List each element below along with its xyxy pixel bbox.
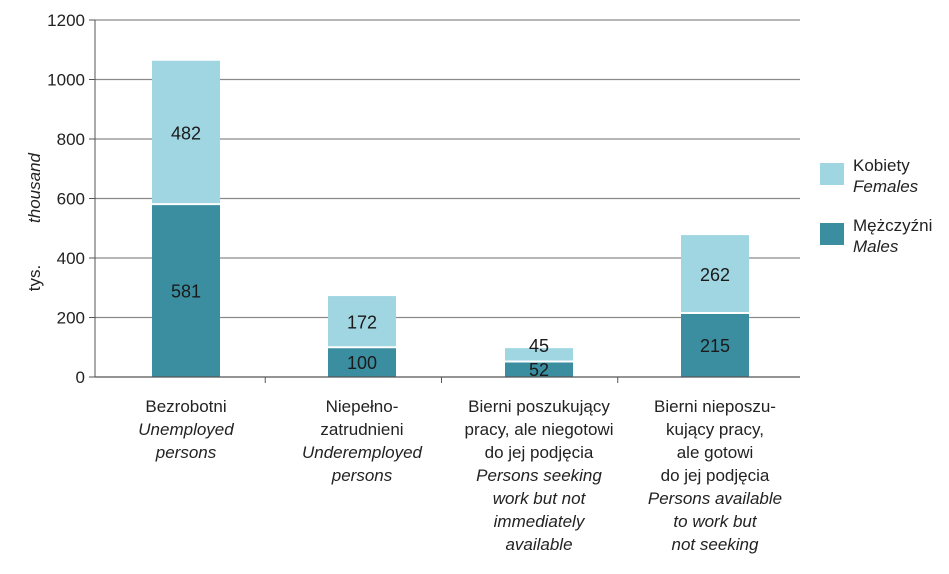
- y-tick-label: 400: [57, 249, 85, 268]
- bar-segment: [152, 204, 220, 377]
- y-tick-label: 1000: [47, 71, 85, 90]
- legend-swatch: [820, 163, 844, 185]
- data-label: 262: [700, 265, 730, 285]
- data-label: 100: [347, 353, 377, 373]
- y-tick-label: 0: [76, 368, 85, 387]
- category-label: Niepełno-: [326, 397, 399, 416]
- category-label: do jej podjęcia: [661, 466, 770, 485]
- category-label-en: Persons seeking: [476, 466, 602, 485]
- category-label: kujący pracy,: [666, 420, 764, 439]
- category-label-en: not seeking: [672, 535, 759, 554]
- category-label-en: persons: [331, 466, 393, 485]
- bar-segment: [681, 235, 749, 314]
- category-label: Bierni poszukujący: [468, 397, 610, 416]
- category-label-en: available: [505, 535, 572, 554]
- category-label: Bezrobotni: [145, 397, 226, 416]
- bar-segment: [505, 361, 573, 377]
- category-label-en: Persons available: [648, 489, 782, 508]
- legend-label: Mężczyźni: [853, 216, 932, 235]
- y-axis-label-en: thousand: [25, 152, 44, 222]
- category-label: do jej podjęcia: [485, 443, 594, 462]
- x-axis: [95, 376, 800, 383]
- category-label-en: to work but: [673, 512, 757, 531]
- bar-segment: [152, 60, 220, 205]
- y-tick-label: 200: [57, 309, 85, 328]
- data-label: 482: [171, 123, 201, 143]
- category-label: zatrudnieni: [320, 420, 403, 439]
- category-label: pracy, ale niegotowi: [465, 420, 614, 439]
- category-label-en: Unemployed: [138, 420, 234, 439]
- bar-segment: [681, 313, 749, 377]
- category-label-en: immediately: [494, 512, 586, 531]
- legend-label-en: Females: [853, 177, 919, 196]
- bars: 581 482 100 172 52 45 215 262: [152, 60, 749, 380]
- data-label: 45: [529, 336, 549, 356]
- category-labels: Bezrobotni Unemployed persons Niepełno-zatr…: [138, 397, 782, 554]
- data-label: 52: [529, 360, 549, 380]
- bar-segment: [328, 296, 396, 348]
- legend-label: Kobiety: [853, 156, 910, 175]
- bar-segment: [328, 347, 396, 377]
- data-label: 172: [347, 313, 377, 333]
- y-tick-label: 600: [57, 190, 85, 209]
- category-label: Bierni nieposzu-: [654, 397, 776, 416]
- category-label-en: persons: [155, 443, 217, 462]
- data-label: 581: [171, 282, 201, 302]
- category-label-en: work but not: [493, 489, 587, 508]
- y-tick-label: 1200: [47, 11, 85, 30]
- legend-swatch: [820, 223, 844, 245]
- category-label: ale gotowi: [677, 443, 754, 462]
- data-label: 215: [700, 336, 730, 356]
- y-axis-title: tys. thousand: [25, 152, 44, 291]
- y-axis-label: tys.: [25, 265, 44, 291]
- y-tick-label: 800: [57, 130, 85, 149]
- bar-segment: [505, 348, 573, 362]
- category-label-en: Underemployed: [302, 443, 423, 462]
- y-axis-ticks: 0 200 400 600 800 1000 1200: [47, 11, 96, 387]
- legend: Kobiety Females Mężczyźni Males: [820, 156, 932, 256]
- legend-label-en: Males: [853, 237, 899, 256]
